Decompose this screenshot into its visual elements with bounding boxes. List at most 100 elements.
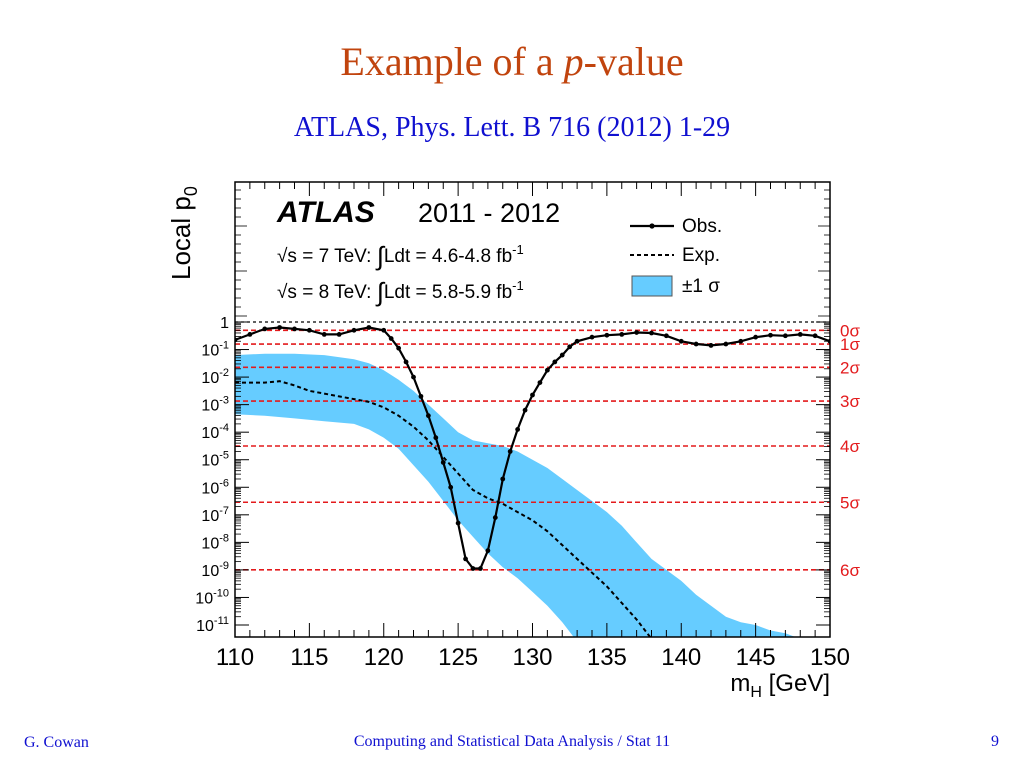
observed-point-11: [388, 336, 394, 341]
observed-point-42: [663, 333, 669, 339]
observed-point-34: [559, 352, 565, 358]
observed-point-27: [507, 449, 513, 454]
sigma-label-4: 4σ: [840, 437, 860, 456]
sigma-label-3: 3σ: [840, 392, 860, 411]
observed-point-30: [530, 392, 535, 398]
y-tick-label--6: 10-6: [201, 477, 229, 497]
observed-point-23: [478, 566, 483, 571]
observed-point-24: [485, 548, 491, 554]
period-label: 2011 - 2012: [418, 198, 560, 228]
x-tick-label-135: 135: [587, 644, 627, 671]
observed-point-31: [537, 380, 543, 385]
x-tick-label-130: 130: [512, 644, 552, 671]
x-axis-label: mH [GeV]: [730, 670, 830, 701]
observed-point-37: [589, 334, 595, 340]
observed-point-8: [351, 327, 357, 333]
observed-point-22: [470, 566, 476, 571]
plot-area: [235, 321, 830, 637]
observed-point-35: [567, 344, 573, 350]
observed-point-40: [634, 330, 640, 335]
observed-point-29: [522, 407, 528, 413]
observed-point-44: [693, 341, 699, 347]
observed-point-2: [262, 326, 268, 332]
observed-point-45: [708, 343, 714, 348]
observed-point-49: [768, 332, 773, 338]
x-tick-label-150: 150: [810, 644, 850, 671]
observed-point-6: [321, 331, 327, 337]
observed-point-12: [396, 345, 402, 351]
sigma-label-5: 5σ: [840, 493, 860, 512]
legend-obs-marker: [649, 223, 655, 229]
observed-point-33: [552, 359, 558, 365]
observed-point-20: [455, 520, 461, 526]
observed-point-39: [619, 331, 625, 337]
footer-course: Computing and Statistical Data Analysis …: [353, 733, 671, 750]
y-tick-label--2: 10-2: [201, 367, 229, 387]
y-tick-label-0: 1: [220, 315, 229, 332]
sigma-label-6: 6σ: [840, 561, 860, 580]
observed-point-28: [515, 427, 521, 432]
legend-exp-label: Exp.: [682, 245, 720, 266]
observed-point-10: [381, 327, 387, 333]
observed-point-19: [448, 484, 454, 490]
legend-obs-label: Obs.: [682, 216, 722, 237]
lumi-line-8tev: √s = 8 TeV: ∫Ldt = 5.8-5.9 fb-1: [277, 277, 524, 307]
observed-point-38: [604, 332, 610, 338]
y-tick-label--9: 10-9: [201, 560, 229, 580]
x-tick-label-125: 125: [438, 644, 478, 671]
observed-point-16: [425, 413, 431, 419]
x-tick-label-145: 145: [736, 644, 776, 671]
observed-point-52: [812, 333, 818, 339]
y-tick-label--5: 10-5: [201, 450, 229, 470]
observed-point-4: [292, 326, 297, 332]
observed-point-7: [336, 331, 342, 337]
sigma-label-2: 2σ: [840, 358, 860, 377]
observed-point-50: [782, 333, 788, 339]
page-number: 9: [991, 733, 999, 750]
slide-title-prefix: Example of a: [340, 39, 564, 84]
observed-point-51: [797, 331, 803, 337]
observed-point-15: [418, 393, 424, 399]
slide-title-suffix: -value: [583, 39, 684, 84]
observed-point-14: [411, 374, 416, 380]
y-tick-label--1: 10-1: [201, 340, 229, 360]
observed-point-21: [463, 556, 468, 562]
plot-clip-group: [235, 321, 830, 637]
observed-point-43: [678, 338, 684, 344]
reference-citation: ATLAS, Phys. Lett. B 716 (2012) 1-29: [293, 112, 731, 143]
observed-point-48: [753, 334, 759, 340]
slide-title: Example of a p-value: [0, 38, 1024, 85]
x-tick-label-115: 115: [290, 644, 328, 671]
x-tick-label-140: 140: [661, 644, 701, 671]
slide-title-italic: p: [563, 39, 584, 84]
y-tick-label--7: 10-7: [201, 505, 229, 525]
y-tick-label--11: 10-11: [196, 615, 229, 635]
sigma-label-0: 0σ: [840, 321, 860, 340]
observed-point-17: [433, 435, 439, 441]
y-tick-label--3: 10-3: [201, 395, 229, 415]
observed-point-25: [492, 515, 498, 520]
y-tick-label--10: 10-10: [195, 587, 229, 607]
y-tick-label--4: 10-4: [201, 422, 229, 442]
observed-point-46: [723, 341, 729, 347]
observed-point-36: [574, 338, 580, 344]
y-tick-label--8: 10-8: [201, 532, 229, 552]
y-axis-label: Local p0: [166, 186, 201, 280]
series-observed: [235, 326, 830, 570]
observed-point-18: [440, 460, 446, 465]
legend-band-swatch: [631, 275, 673, 297]
x-tick-label-110: 110: [216, 644, 254, 671]
observed-point-26: [500, 476, 506, 482]
observed-point-13: [403, 359, 409, 365]
observed-point-47: [738, 338, 744, 344]
lumi-line-7tev: √s = 7 TeV: ∫Ldt = 4.6-4.8 fb-1: [277, 241, 524, 271]
observed-point-5: [306, 327, 312, 333]
series-expected: [235, 380, 652, 637]
observed-point-1: [247, 331, 253, 337]
observed-point-41: [649, 330, 654, 336]
observed-point-9: [366, 325, 372, 330]
sigma-label-1: 1σ: [840, 335, 860, 354]
